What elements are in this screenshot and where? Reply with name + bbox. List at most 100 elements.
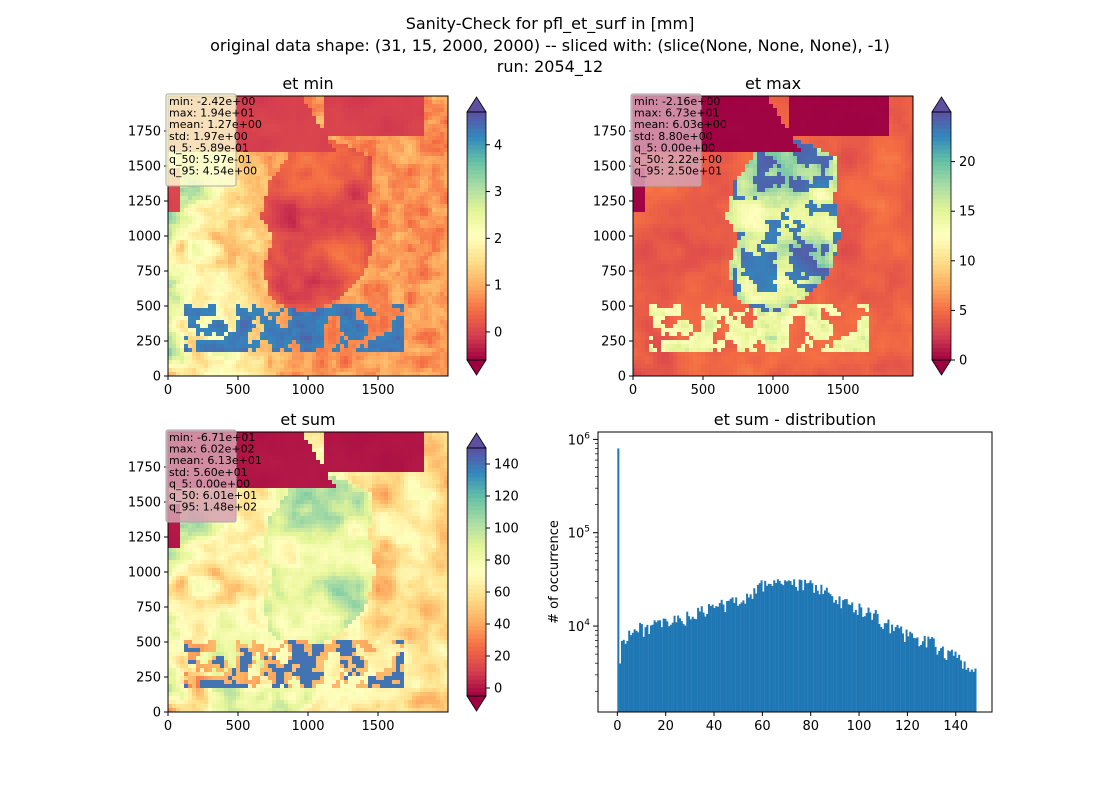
- heatmap-cell: [408, 212, 412, 216]
- heatmap-cell: [300, 192, 304, 196]
- heatmap-cell: [256, 232, 260, 236]
- heatmap-cell: [188, 288, 192, 292]
- heatmap-cell: [396, 344, 400, 348]
- heatmap-cell: [192, 232, 196, 236]
- heatmap-cell: [360, 352, 364, 356]
- heatmap-cell: [200, 368, 204, 372]
- heatmap-cell: [276, 136, 280, 140]
- heatmap-cell: [296, 172, 300, 176]
- heatmap-cell: [280, 100, 284, 104]
- heatmap-cell: [260, 220, 264, 224]
- heatmap-cell: [180, 344, 184, 348]
- heatmap-cell: [440, 116, 444, 120]
- heatmap-cell: [188, 196, 192, 200]
- heatmap-cell: [424, 116, 428, 120]
- heatmap-cell: [312, 184, 316, 188]
- heatmap-cell: [272, 304, 276, 308]
- heatmap-cell: [348, 96, 352, 100]
- heatmap-cell: [248, 260, 252, 264]
- heatmap-cell: [308, 356, 312, 360]
- heatmap-cell: [208, 224, 212, 228]
- heatmap-cell: [336, 312, 340, 316]
- heatmap-cell: [232, 236, 236, 240]
- heatmap-cell: [408, 200, 412, 204]
- heatmap-cell: [332, 316, 336, 320]
- heatmap-cell: [248, 368, 252, 372]
- heatmap-cell: [244, 296, 248, 300]
- heatmap-cell: [296, 168, 300, 172]
- heatmap-cell: [288, 296, 292, 300]
- heatmap-cell: [176, 252, 180, 256]
- heatmap-cell: [248, 300, 252, 304]
- heatmap-cell: [232, 192, 236, 196]
- heatmap-cell: [348, 264, 352, 268]
- heatmap-cell: [364, 116, 368, 120]
- heatmap-cell: [292, 148, 296, 152]
- heatmap-cell: [184, 324, 188, 328]
- heatmap-cell: [356, 292, 360, 296]
- heatmap-cell: [272, 152, 276, 156]
- heatmap-cell: [292, 288, 296, 292]
- heatmap-cell: [264, 204, 268, 208]
- heatmap-cell: [208, 316, 212, 320]
- heatmap-cell: [288, 264, 292, 268]
- heatmap-cell: [356, 96, 360, 100]
- heatmap-cell: [280, 152, 284, 156]
- heatmap-cell: [256, 220, 260, 224]
- heatmap-cell: [204, 336, 208, 340]
- heatmap-cell: [336, 228, 340, 232]
- heatmap-cell: [192, 236, 196, 240]
- heatmap-cell: [376, 176, 380, 180]
- heatmap-cell: [356, 160, 360, 164]
- heatmap-cell: [296, 108, 300, 112]
- heatmap-cell: [240, 304, 244, 308]
- heatmap-cell: [284, 144, 288, 148]
- heatmap-cell: [240, 264, 244, 268]
- heatmap-cell: [424, 192, 428, 196]
- heatmap-cell: [280, 180, 284, 184]
- heatmap-cell: [192, 208, 196, 212]
- heatmap-cell: [368, 316, 372, 320]
- heatmap-cell: [356, 120, 360, 124]
- heatmap-cell: [272, 332, 276, 336]
- heatmap-cell: [240, 272, 244, 276]
- heatmap-cell: [324, 352, 328, 356]
- heatmap-cell: [432, 104, 436, 108]
- heatmap-cell: [424, 100, 428, 104]
- heatmap-cell: [312, 156, 316, 160]
- heatmap-cell: [340, 352, 344, 356]
- heatmap-cell: [440, 296, 444, 300]
- heatmap-cell: [340, 260, 344, 264]
- heatmap-cell: [372, 320, 376, 324]
- heatmap-cell: [384, 184, 388, 188]
- heatmap-cell: [184, 344, 188, 348]
- heatmap-cell: [200, 288, 204, 292]
- heatmap-cell: [348, 104, 352, 108]
- heatmap-cell: [240, 288, 244, 292]
- heatmap-cell: [184, 268, 188, 272]
- heatmap-cell: [196, 212, 200, 216]
- heatmap-cell: [420, 208, 424, 212]
- heatmap-cell: [372, 228, 376, 232]
- heatmap-cell: [424, 176, 428, 180]
- heatmap-cell: [356, 224, 360, 228]
- heatmap-cell: [408, 220, 412, 224]
- heatmap-cell: [264, 360, 268, 364]
- heatmap-cell: [404, 356, 408, 360]
- heatmap-cell: [352, 348, 356, 352]
- heatmap-cell: [396, 160, 400, 164]
- heatmap-cell: [296, 208, 300, 212]
- heatmap-cell: [220, 368, 224, 372]
- heatmap-cell: [268, 116, 272, 120]
- heatmap-cell: [388, 104, 392, 108]
- heatmap-cell: [324, 264, 328, 268]
- heatmap-cell: [296, 316, 300, 320]
- heatmap-cell: [380, 300, 384, 304]
- heatmap-cell: [216, 224, 220, 228]
- heatmap-cell: [284, 264, 288, 268]
- heatmap-cell: [424, 188, 428, 192]
- heatmap-cell: [280, 228, 284, 232]
- heatmap-cell: [388, 160, 392, 164]
- heatmap-cell: [420, 256, 424, 260]
- heatmap-cell: [408, 260, 412, 264]
